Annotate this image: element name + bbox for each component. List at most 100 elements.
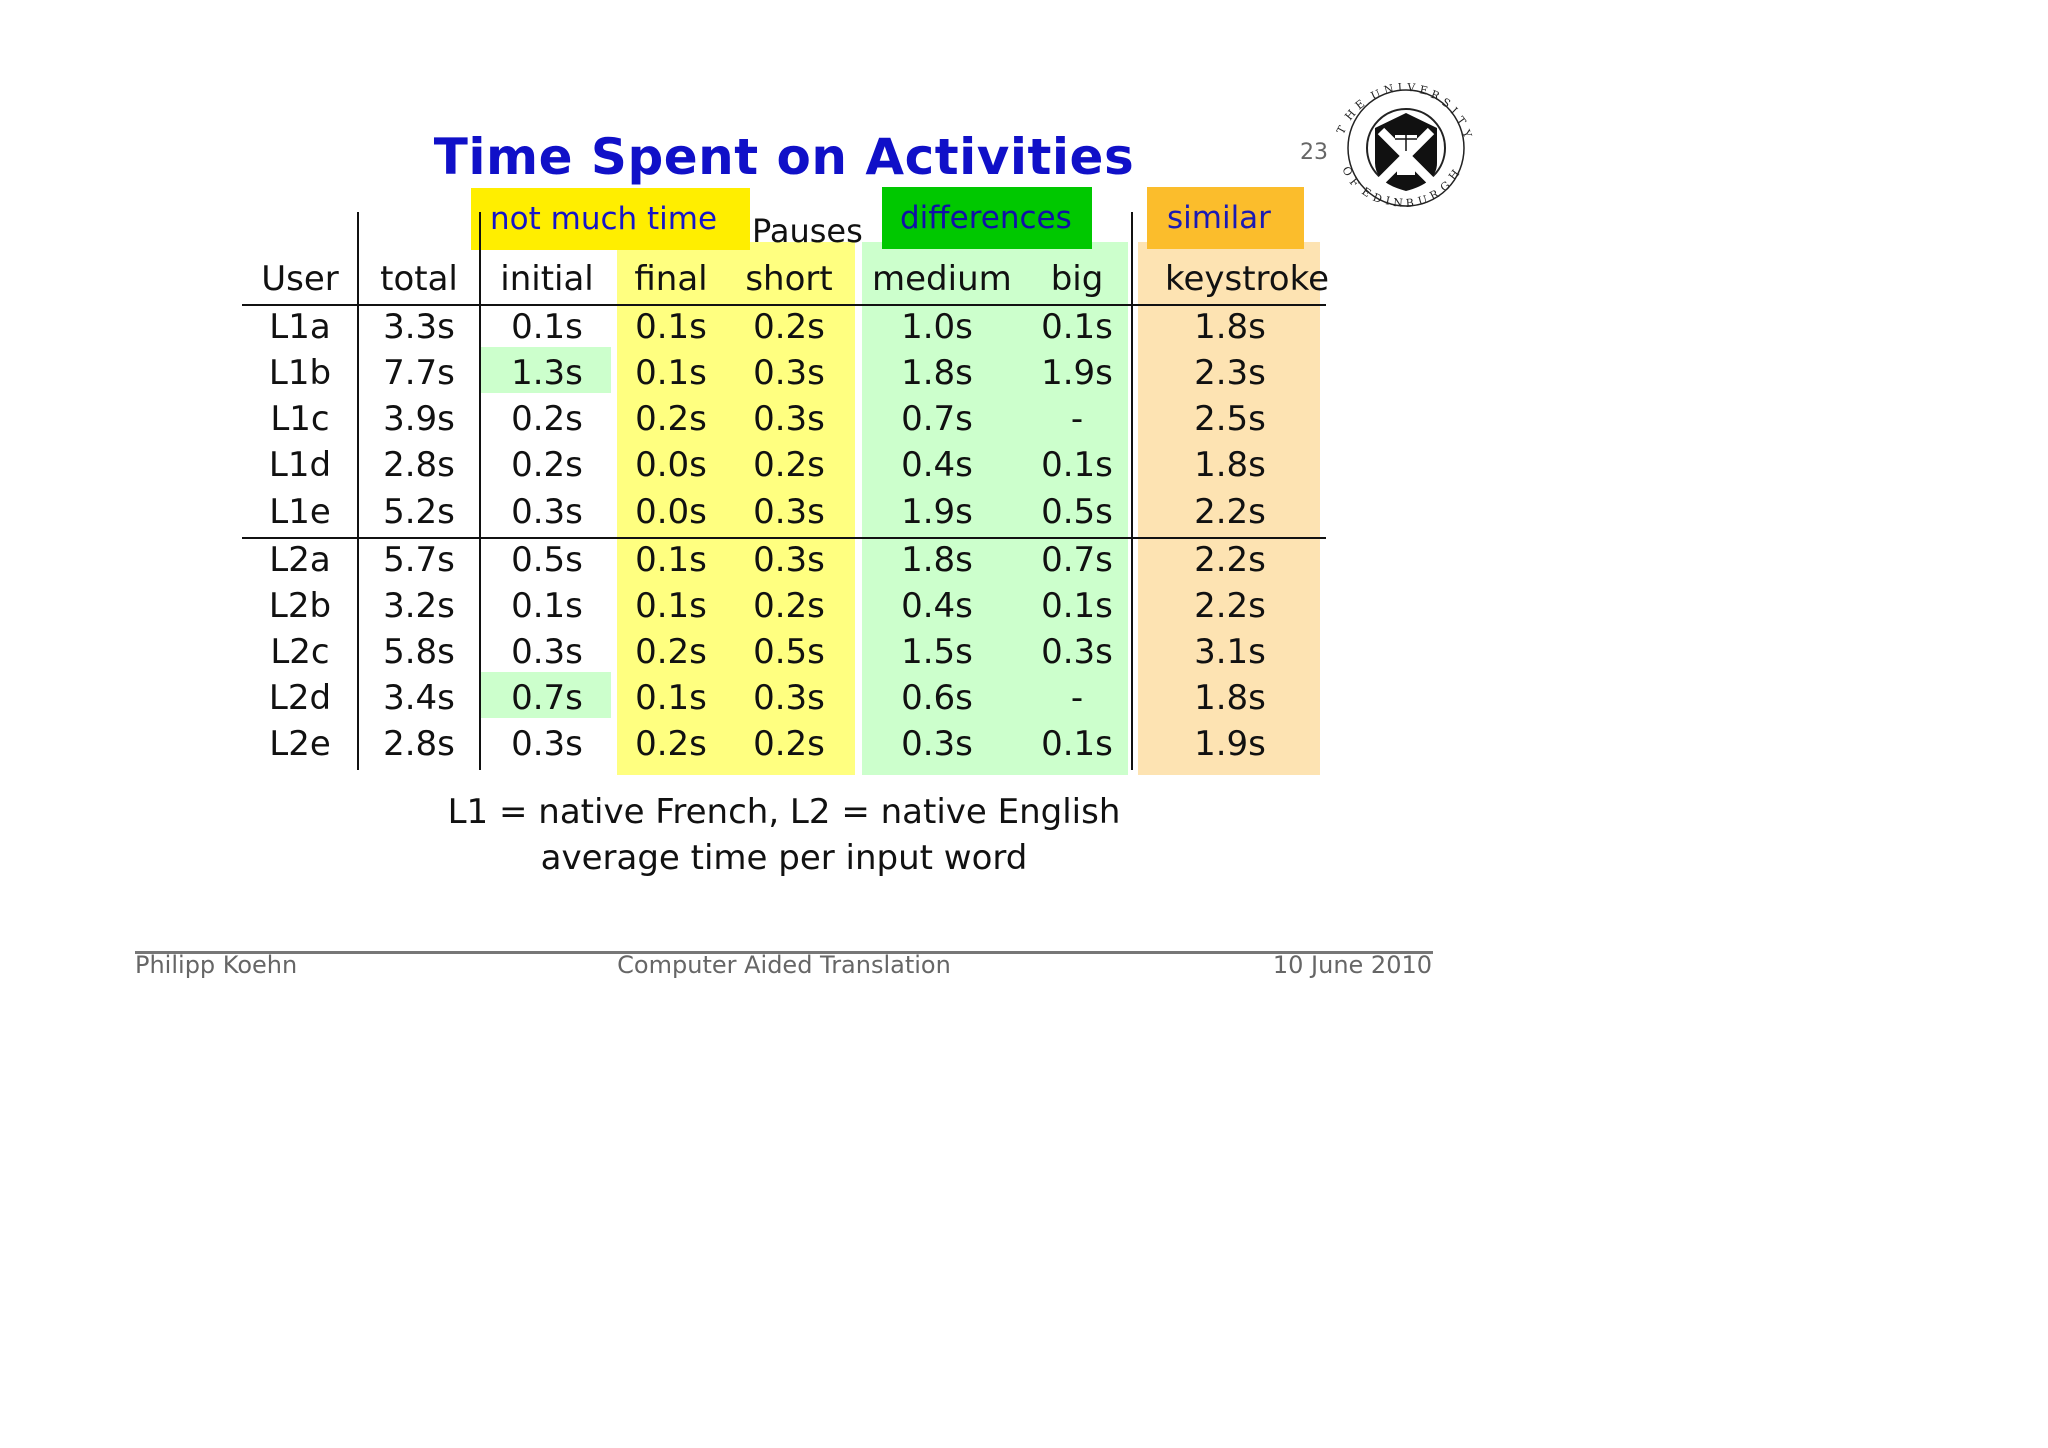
university-seal-logo: T H E U N I V E R S I T Y O F E D I N B … [1334,83,1474,210]
slide-title: Time Spent on Activities [433,128,1135,186]
svg-text:E: E [1353,97,1367,112]
table-cell-keystroke: 3.1s [1194,632,1266,672]
svg-text:E: E [1359,185,1373,200]
table-cell-final: 0.1s [635,678,707,718]
row-label-user: L1c [270,399,330,439]
table-cell-big: 0.1s [1041,445,1113,485]
table-cell-medium: 0.7s [901,399,973,439]
table-cell-short: 0.3s [753,353,825,393]
footer-date: 10 June 2010 [1272,951,1432,979]
table-cell-initial: 0.1s [511,307,583,347]
table-cell-total: 5.7s [383,540,455,580]
column-header-medium: medium [872,259,1012,299]
table-cell-final: 0.0s [635,445,707,485]
footer-author: Philipp Koehn [135,951,298,979]
svg-text:B: B [1405,196,1414,210]
table-cell-initial: 0.5s [511,540,583,580]
table-cell-short: 0.3s [753,678,825,718]
footer-course: Computer Aided Translation [617,951,951,979]
svg-text:F: F [1347,176,1362,190]
table-cell-initial: 0.1s [511,586,583,626]
svg-text:D: D [1371,191,1384,206]
table-cell-final: 0.1s [635,353,707,393]
table-cell-medium: 1.9s [901,492,973,532]
svg-text:T: T [1454,114,1469,128]
table-cell-final: 0.1s [635,586,707,626]
row-label-user: L1e [269,492,331,532]
table-cell-final: 0.1s [635,540,707,580]
pause-medium-big-highlight [862,242,1128,775]
row-label-user: L1a [269,307,331,347]
table-cell-initial: 0.2s [511,445,583,485]
keystroke-highlight [1138,242,1320,775]
row-label-user: L1d [268,445,332,485]
table-cell-keystroke: 2.5s [1194,399,1266,439]
table-cell-big: 0.1s [1041,724,1113,764]
table-cell-final: 0.0s [635,492,707,532]
svg-text:I: I [1384,194,1391,208]
svg-text:N: N [1393,196,1404,210]
table-cell-medium: 1.8s [901,353,973,393]
table-cell-big: 0.5s [1041,492,1113,532]
table-cell-medium: 1.8s [901,540,973,580]
row-label-user: L2d [268,678,332,718]
table-cell-big: - [1070,678,1084,718]
vertical-rule-keystroke [1131,212,1133,770]
table-cell-medium: 0.4s [901,586,973,626]
table-cell-medium: 1.5s [901,632,973,672]
table-cell-medium: 0.3s [901,724,973,764]
table-cell-short: 0.3s [753,399,825,439]
table-cell-medium: 0.4s [901,445,973,485]
table-cell-big: 0.1s [1041,586,1113,626]
table-cell-total: 7.7s [383,353,455,393]
svg-text:U: U [1417,193,1429,208]
tag-not-much-time: not much time [471,188,750,250]
table-cell-total: 5.2s [383,492,455,532]
svg-text:E: E [1418,83,1429,97]
column-header-big: big [1050,259,1104,299]
table-cell-medium: 0.6s [901,678,973,718]
page-number: 23 [1300,140,1328,165]
table-cell-big: 0.7s [1041,540,1113,580]
svg-text:V: V [1406,83,1417,95]
cell-highlight-l2d-initial [481,672,611,718]
table-cell-short: 0.2s [753,307,825,347]
table-cell-short: 0.2s [753,724,825,764]
table-cell-keystroke: 2.2s [1194,586,1266,626]
table-cell-medium: 1.0s [901,307,973,347]
table-cell-short: 0.3s [753,540,825,580]
table-cell-total: 2.8s [383,445,455,485]
svg-text:G: G [1438,179,1453,195]
table-cell-final: 0.2s [635,399,707,439]
svg-text:O: O [1339,164,1355,178]
note-language-legend: L1 = native French, L2 = native English [447,792,1121,832]
table-cell-total: 2.8s [383,724,455,764]
table-cell-total: 3.2s [383,586,455,626]
svg-text:N: N [1383,83,1396,97]
table-cell-initial: 0.3s [511,724,583,764]
svg-text:H: H [1342,107,1358,123]
table-cell-big: - [1070,399,1084,439]
pauses-group-header: Pauses [752,212,863,250]
table-cell-total: 3.9s [383,399,455,439]
table-cell-keystroke: 2.2s [1194,540,1266,580]
table-cell-final: 0.2s [635,724,707,764]
row-label-user: L1b [268,353,332,393]
table-cell-final: 0.2s [635,632,707,672]
tag-similar: similar [1147,187,1304,249]
table-cell-total: 3.3s [383,307,455,347]
table-cell-keystroke: 1.8s [1194,445,1266,485]
table-cell-keystroke: 1.9s [1194,724,1266,764]
row-label-user: L2c [270,632,330,672]
table-cell-keystroke: 1.8s [1194,307,1266,347]
table-cell-big: 0.1s [1041,307,1113,347]
row-label-user: L2e [269,724,331,764]
svg-text:I: I [1397,83,1402,94]
table-cell-short: 0.2s [753,445,825,485]
header-rule [242,304,1326,306]
column-header-user: User [261,259,339,299]
column-header-initial: initial [500,259,594,299]
row-label-user: L2a [269,540,331,580]
table-cell-initial: 1.3s [511,353,583,393]
group-separator-rule [242,537,1326,539]
